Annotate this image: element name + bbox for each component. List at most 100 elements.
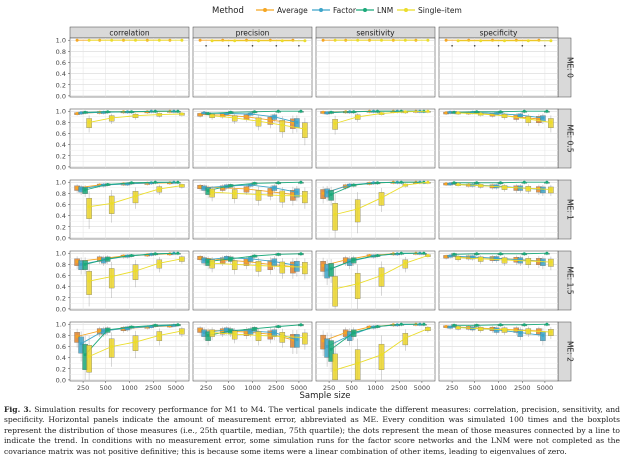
mean-point	[356, 115, 360, 119]
y-tick-label-r3-3: 0.6	[56, 272, 66, 280]
mean-point	[452, 252, 456, 256]
panel-r0-c2	[315, 37, 436, 98]
mean-point	[503, 114, 506, 118]
y-tick-label-r2-3: 0.6	[56, 201, 66, 209]
outlier-point	[298, 44, 300, 47]
mean-point	[83, 110, 87, 114]
outlier-point	[497, 44, 500, 47]
mean-point	[130, 181, 133, 185]
y-tick-label-r2-2: 0.4	[56, 212, 66, 220]
mean-point	[526, 117, 530, 121]
mean-point	[321, 38, 325, 42]
y-tick-label-r1-1: 0.2	[56, 152, 66, 160]
outlier-point	[227, 44, 230, 47]
legend-title: Method	[212, 6, 244, 16]
outlier-point	[275, 44, 278, 47]
mean-point	[444, 111, 448, 115]
mean-point	[325, 268, 329, 272]
mean-point	[233, 332, 237, 336]
mean-point	[225, 256, 229, 260]
y-tick-label-r4-0: 0.0	[56, 376, 66, 384]
mean-point	[522, 109, 526, 113]
mean-point	[130, 254, 133, 257]
mean-point	[280, 123, 284, 127]
legend-label-1: Factor	[333, 6, 357, 15]
mean-point	[329, 193, 333, 196]
mean-point	[321, 264, 325, 267]
mean-point	[206, 333, 210, 337]
mean-point	[134, 340, 137, 344]
outlier-point	[451, 44, 453, 47]
mean-point	[495, 112, 498, 115]
outlier-point	[251, 44, 254, 47]
caption-text: Simulation results for recovery performa…	[4, 405, 620, 456]
mean-point	[176, 109, 180, 113]
row-label-1: ME: 0.5	[566, 124, 575, 152]
y-tick-label-r1-2: 0.4	[56, 141, 66, 149]
box-iqr	[332, 203, 338, 231]
mean-point	[157, 333, 161, 337]
mean-point	[479, 184, 483, 188]
mean-point	[206, 260, 210, 264]
mean-point	[452, 110, 456, 114]
mean-point	[153, 323, 157, 327]
mean-point	[368, 254, 371, 257]
mean-point	[299, 180, 303, 184]
mean-point	[276, 252, 280, 256]
mean-point	[333, 122, 337, 125]
mean-point	[210, 114, 214, 118]
mean-point	[475, 252, 479, 256]
x-tick-label-c2-4: 5000	[414, 384, 431, 392]
y-tick-label-r4-5: 1.0	[56, 321, 66, 329]
panel-r1-c0	[69, 108, 190, 169]
y-tick-label-r0-1: 0.2	[56, 81, 66, 89]
y-tick-label-r3-0: 0.0	[56, 305, 66, 313]
panel-r2-c3	[438, 179, 559, 240]
panel-r0-c0	[69, 37, 190, 98]
mean-point	[245, 260, 248, 264]
mean-point	[499, 181, 502, 185]
mean-point	[426, 180, 430, 184]
mean-point	[471, 255, 475, 259]
mean-point	[180, 38, 184, 42]
mean-point	[180, 112, 184, 116]
mean-point	[299, 109, 303, 113]
y-tick-label-r1-0: 0.0	[56, 163, 66, 171]
mean-point	[83, 262, 87, 266]
mean-point	[299, 252, 303, 256]
mean-point	[329, 110, 333, 114]
mean-point	[75, 335, 79, 338]
mean-point	[110, 116, 114, 120]
mean-point	[352, 331, 356, 335]
mean-point	[333, 213, 337, 216]
mean-point	[456, 256, 460, 260]
mean-point	[448, 182, 452, 186]
mean-point	[522, 323, 526, 327]
outlier-point	[544, 44, 546, 47]
x-tick-label-c2-2: 1000	[367, 384, 384, 392]
box-iqr	[86, 345, 92, 373]
mean-point	[537, 117, 541, 121]
mean-point	[321, 339, 325, 343]
mean-point	[526, 259, 530, 263]
box-iqr	[354, 272, 361, 299]
mean-point	[448, 254, 452, 258]
mean-point	[106, 257, 110, 261]
mean-point	[344, 258, 348, 262]
x-tick-label-c1-3: 2500	[268, 384, 285, 392]
mean-point	[352, 183, 356, 187]
mean-point	[499, 110, 502, 114]
mean-point	[245, 187, 248, 191]
x-tick-label-c0-3: 2500	[145, 384, 162, 392]
row-label-0: ME: 0	[566, 57, 575, 78]
mean-point	[198, 185, 202, 189]
mean-point	[479, 112, 483, 116]
mean-point	[106, 110, 110, 114]
mean-point	[291, 121, 295, 125]
x-tick-label-c3-1: 500	[468, 384, 480, 392]
mean-point	[176, 180, 180, 184]
panel-r1-c2	[315, 108, 436, 169]
mean-point	[526, 39, 530, 43]
mean-point	[448, 325, 452, 329]
mean-point	[291, 193, 295, 196]
